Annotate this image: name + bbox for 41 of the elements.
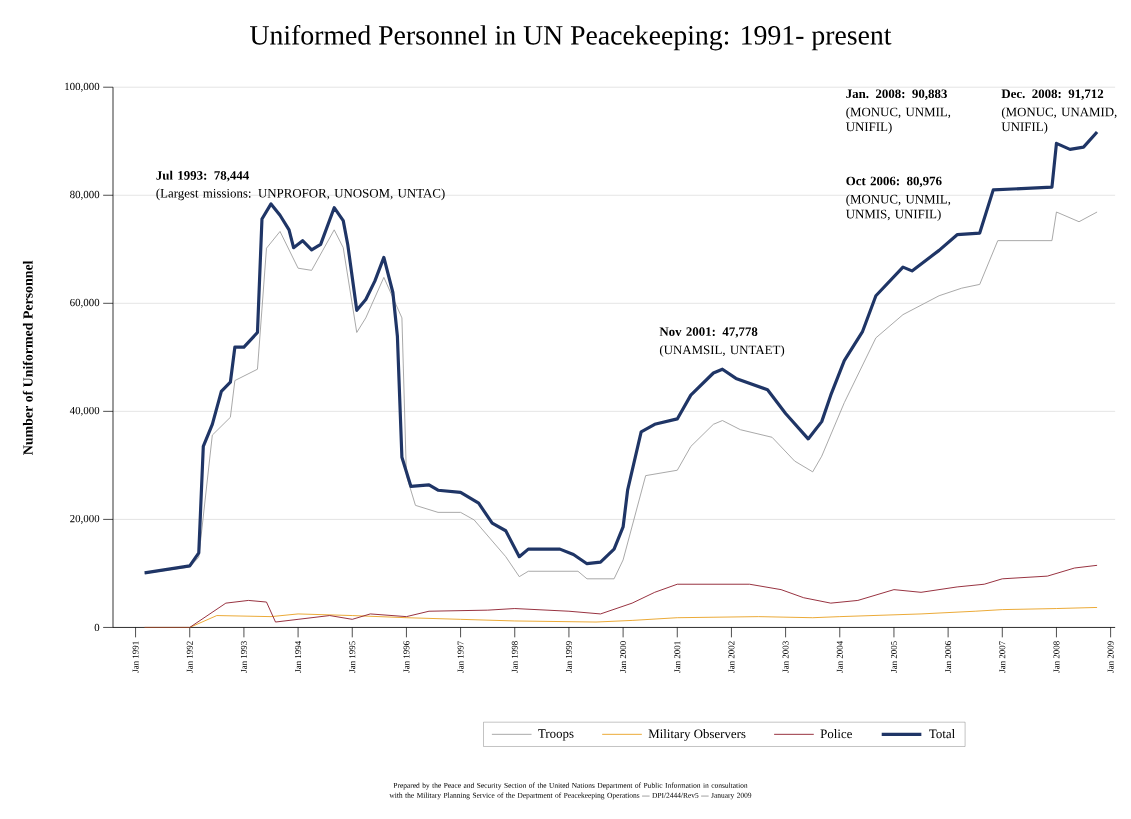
x-tick-label: Jan 1992 (186, 641, 193, 673)
annotation: Jul 1993: 78,444 (156, 170, 250, 182)
y-tick-label: 60,000 (70, 298, 100, 308)
y-tick-label: 40,000 (69, 407, 100, 416)
y-tick-label: 100,000 (65, 82, 100, 92)
annotation: Oct 2006: 80,976 (846, 176, 942, 188)
x-tick-label: Jan 1994 (295, 641, 302, 673)
x-tick-label: Jan 1991 (132, 641, 139, 673)
x-tick-label: Jan 2007 (999, 641, 1006, 673)
legend-label: Total (929, 729, 955, 739)
annotation: Nov 2001: 47,778 (659, 327, 758, 338)
annotation: (Largest missions: UNPROFOR, UNOSOM, UNTAC) (156, 188, 445, 201)
legend-label: Troops (538, 729, 574, 741)
y-tick-label: 0 (94, 623, 100, 632)
y-tick-label: 80,000 (70, 190, 100, 200)
x-tick-label: Jan 2000 (620, 641, 627, 673)
legend-label: Military Observers (648, 729, 746, 741)
x-tick-label: Jan 2002 (728, 641, 735, 673)
x-tick-label: Jan 2001 (674, 641, 681, 673)
annotation: (MONUC, UNMIL, UNIFIL) (845, 107, 951, 134)
x-tick-label: Jan 1993 (240, 641, 247, 673)
x-tick-label: Jan 2008 (1053, 641, 1060, 673)
x-tick-label: Jan 2003 (782, 641, 789, 673)
annotation: Jan. 2008: 90,883 (846, 89, 947, 101)
y-axis-title: Number of Uniformed Personnel (22, 260, 33, 456)
x-tick-label: Jan 1998 (511, 641, 518, 673)
x-tick-label: Jan 2004 (836, 641, 843, 673)
annotation: Dec. 2008: 91,712 (1001, 89, 1104, 101)
y-tick-label: 20,000 (70, 515, 100, 524)
annotation: (UNAMSIL, UNTAET) (659, 345, 785, 357)
x-tick-label: Jan 1995 (349, 641, 356, 673)
legend-label: Police (820, 729, 852, 739)
x-tick-label: Jan 2006 (945, 641, 952, 673)
x-tick-label: Jan 1997 (457, 641, 464, 673)
chart-title: Uniformed Personnel in UN Peacekeeping: 1991- present (250, 25, 892, 51)
x-tick-label: Jan 2005 (890, 641, 897, 673)
annotation: (MONUC, UNMIL, UNMIS, UNIFIL) (845, 194, 951, 222)
x-tick-label: Jan 2009 (1107, 641, 1114, 673)
x-tick-label: Jan 1996 (403, 641, 410, 673)
annotation: (MONUC, UNAMID, UNIFIL) (1001, 107, 1117, 134)
x-tick-label: Jan 1999 (565, 641, 572, 673)
